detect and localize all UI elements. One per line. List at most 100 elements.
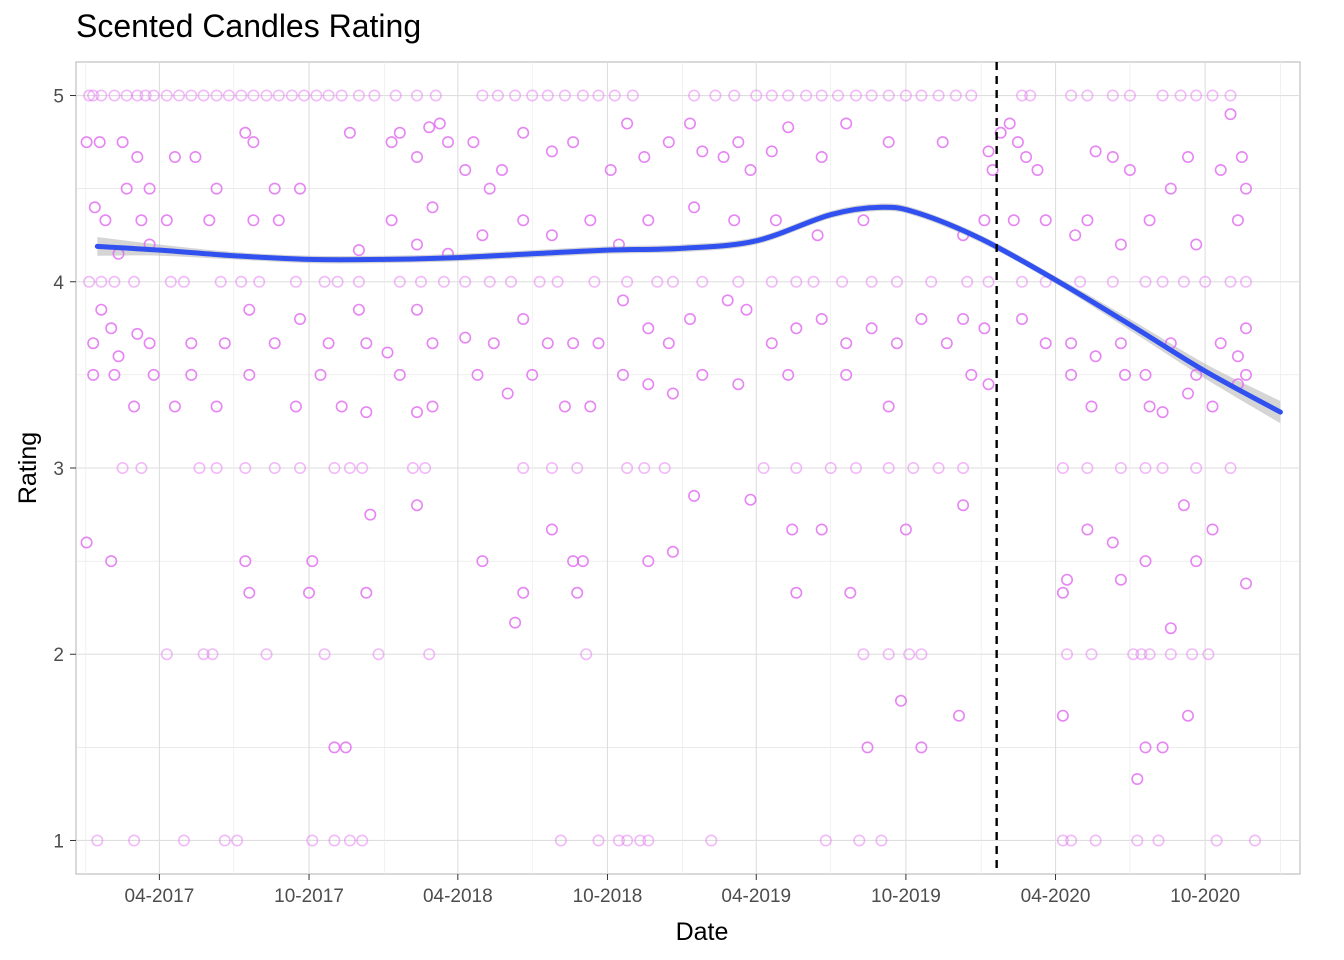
data-point — [87, 89, 100, 102]
data-point — [108, 368, 121, 381]
data-point — [1224, 275, 1237, 288]
data-point — [576, 555, 589, 568]
data-point — [790, 461, 803, 474]
data-point — [558, 89, 571, 102]
data-point — [1156, 89, 1169, 102]
data-point — [243, 303, 256, 316]
data-point — [143, 182, 156, 195]
data-point — [1152, 834, 1165, 847]
data-point — [1123, 164, 1136, 177]
data-point — [1164, 182, 1177, 195]
y-tick-label: 4 — [53, 273, 64, 294]
data-point — [206, 648, 219, 661]
data-point — [961, 275, 974, 288]
data-point — [1011, 136, 1024, 149]
data-point — [554, 834, 567, 847]
data-point — [168, 400, 181, 413]
data-point — [105, 322, 118, 335]
data-point — [604, 164, 617, 177]
data-point — [894, 694, 907, 707]
data-point — [1240, 368, 1253, 381]
data-point — [844, 586, 857, 599]
data-point — [112, 350, 125, 363]
data-point — [1081, 89, 1094, 102]
data-point — [1214, 337, 1227, 350]
data-point — [322, 337, 335, 350]
data-point — [1081, 461, 1094, 474]
data-point — [116, 136, 129, 149]
data-point — [1139, 275, 1152, 288]
data-point — [1065, 337, 1078, 350]
data-point — [476, 555, 489, 568]
data-point — [592, 89, 605, 102]
data-point — [978, 322, 991, 335]
data-point — [1231, 350, 1244, 363]
data-point — [322, 89, 335, 102]
data-point — [509, 89, 522, 102]
data-point — [1240, 275, 1253, 288]
data-point — [1202, 648, 1215, 661]
data-point — [592, 337, 605, 350]
x-tick-label: 10-2020 — [1170, 886, 1240, 907]
data-point — [782, 368, 795, 381]
data-point — [1190, 89, 1203, 102]
data-point — [580, 648, 593, 661]
data-point — [765, 145, 778, 158]
data-point — [352, 275, 365, 288]
data-point — [139, 89, 152, 102]
data-point — [410, 238, 423, 251]
data-point — [356, 461, 369, 474]
data-point — [1015, 275, 1028, 288]
data-point — [80, 136, 93, 149]
data-point — [272, 89, 285, 102]
data-point — [732, 136, 745, 149]
data-point — [1085, 400, 1098, 413]
data-point — [982, 145, 995, 158]
data-point — [364, 508, 377, 521]
data-point — [1015, 89, 1028, 102]
data-point — [875, 834, 888, 847]
data-point — [744, 164, 757, 177]
data-point — [360, 586, 373, 599]
data-point — [289, 400, 302, 413]
data-point — [235, 275, 248, 288]
data-point — [1156, 461, 1169, 474]
data-point — [95, 275, 108, 288]
data-point — [638, 461, 651, 474]
data-point — [1139, 368, 1152, 381]
data-point — [99, 214, 112, 227]
data-point — [1061, 648, 1074, 661]
data-point — [120, 89, 133, 102]
data-point — [385, 136, 398, 149]
data-point — [1224, 89, 1237, 102]
data-point — [857, 648, 870, 661]
data-point — [865, 275, 878, 288]
data-point — [882, 136, 895, 149]
data-point — [1174, 89, 1187, 102]
data-point — [907, 461, 920, 474]
data-point — [343, 461, 356, 474]
data-point — [210, 182, 223, 195]
data-point — [483, 182, 496, 195]
data-point — [239, 461, 252, 474]
data-point — [393, 368, 406, 381]
data-point — [551, 275, 564, 288]
data-point — [343, 834, 356, 847]
data-point — [769, 214, 782, 227]
data-point — [517, 214, 530, 227]
data-point — [1106, 151, 1119, 164]
data-point — [899, 523, 912, 536]
data-point — [790, 275, 803, 288]
y-axis-ticks: 1 2 3 4 5 — [53, 87, 76, 852]
data-point — [1231, 214, 1244, 227]
data-points — [80, 89, 1262, 847]
data-point — [243, 586, 256, 599]
data-point — [298, 89, 311, 102]
data-point — [491, 89, 504, 102]
data-point — [1081, 523, 1094, 536]
data-point — [790, 586, 803, 599]
data-point — [1114, 337, 1127, 350]
data-point — [318, 275, 331, 288]
data-point — [471, 368, 484, 381]
